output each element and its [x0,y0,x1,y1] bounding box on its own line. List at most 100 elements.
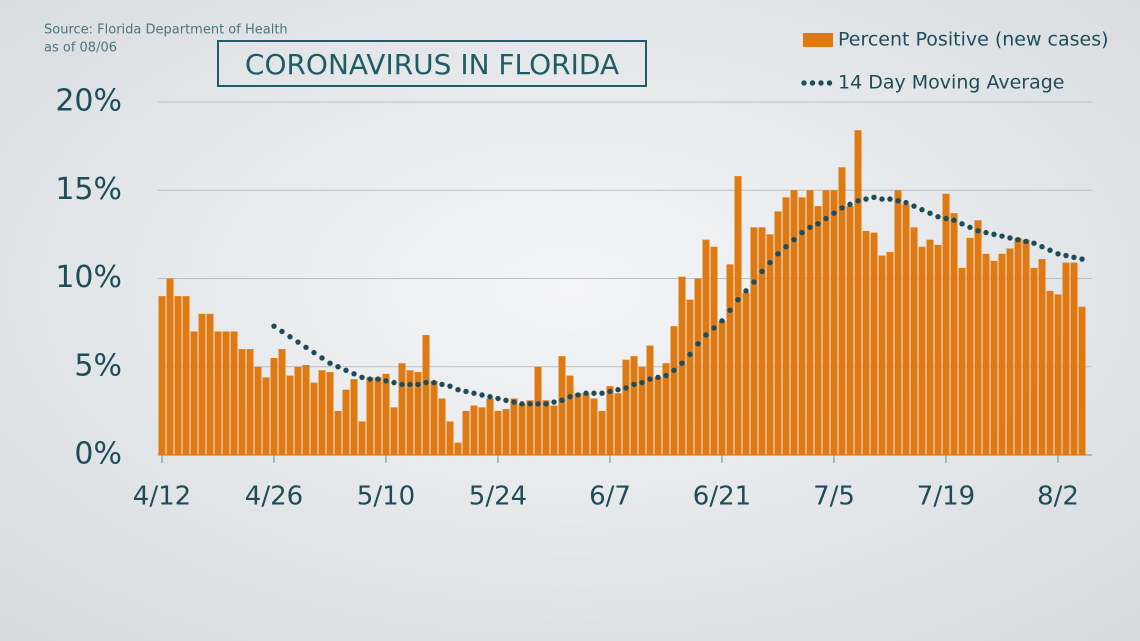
bar [358,421,366,455]
line-dot [463,388,469,395]
line-dot [975,228,981,234]
bar [270,357,278,455]
line-dot [887,196,893,202]
bar [982,253,990,455]
bar [254,366,262,455]
bar [318,370,326,455]
legend-label: Percent Positive (new cases) [838,29,1109,51]
line-dot [383,378,389,384]
line-dot [839,205,845,211]
y-tick-label: 10% [55,260,122,295]
bar [294,366,302,455]
line-dot [871,194,877,201]
bar [918,246,926,455]
bar [862,230,870,455]
line-dot [831,210,837,216]
x-tick-label: 6/7 [589,482,631,512]
line-dot [1071,254,1077,261]
line-dot [543,401,549,407]
bar [1022,239,1030,455]
line-dot [335,364,341,370]
bar [630,356,638,455]
bar [510,398,518,455]
line-dot [591,390,597,396]
bar [206,313,214,455]
date-note: as of 08/06 [44,41,117,56]
line-dot [487,394,493,400]
line-dot [1007,235,1013,241]
line-dot [551,399,557,405]
line-dot [447,383,453,389]
bar [790,190,798,455]
bar [742,292,750,455]
bar [622,359,630,455]
line-dot [1047,247,1053,253]
bar [846,206,854,455]
bar [398,363,406,455]
line-dot [311,349,317,356]
line-dot [575,392,581,398]
bar [1030,267,1038,455]
line-dot [647,376,653,382]
bar [222,331,230,455]
line-dot [751,279,757,285]
line-dot [935,214,941,220]
bar [766,234,774,455]
bar [606,386,614,455]
legend-dot [801,80,807,86]
x-tick-label: 4/26 [245,482,303,512]
y-tick-label: 15% [55,172,122,207]
line-dot [983,229,989,236]
line-dot [927,210,933,216]
line-dot [631,381,637,388]
bar [1038,259,1046,455]
bar [1054,294,1062,455]
line-dot [895,198,901,204]
line-dot [415,381,421,388]
bar [230,331,238,455]
legend-swatch [803,33,833,47]
line-dot [495,395,501,402]
line-dot [959,221,965,227]
line-dot [455,386,461,393]
line-dot [623,385,629,391]
y-tick-label: 0% [74,437,122,472]
bar [494,410,502,455]
line-dot [711,325,717,331]
line-dot [783,244,789,250]
bar [190,331,198,455]
bar [246,349,254,455]
x-tick-label: 4/12 [133,482,191,512]
legend-label: 14 Day Moving Average [838,72,1064,94]
bar [926,239,934,455]
x-tick-label: 5/24 [469,482,527,512]
line-dot [599,390,605,396]
line-dot [367,376,373,382]
bar [870,232,878,455]
bar [446,421,454,455]
line-dot [1063,252,1069,259]
line-dot [375,376,381,382]
line-dot [1039,244,1045,250]
bar [886,252,894,455]
line-dot [1015,236,1021,243]
bar [702,239,710,455]
bar [958,267,966,455]
bar [1014,237,1022,455]
bar [438,398,446,455]
line-dot [775,251,781,257]
line-dot [759,268,765,275]
line-dot [735,296,741,303]
line-dot [607,388,613,395]
bar [350,379,358,455]
line-dot [535,401,541,407]
legend-dot [818,80,824,86]
bar [518,403,526,455]
bar [486,398,494,455]
line-dot [1079,256,1085,262]
line-dot [359,374,365,381]
line-dot [439,381,445,388]
y-tick-label: 20% [55,84,122,119]
line-dot [695,341,701,347]
bar [454,442,462,455]
